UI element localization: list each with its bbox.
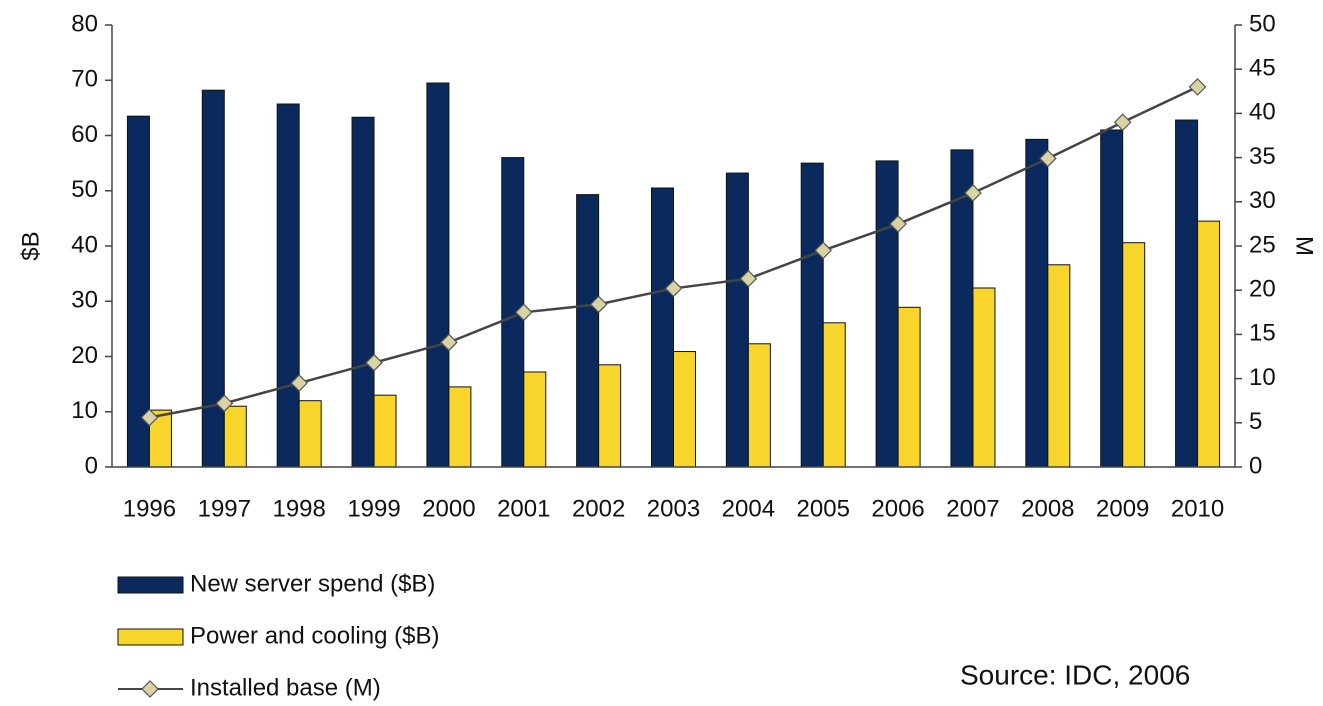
bar (276, 103, 300, 468)
bar (1047, 264, 1071, 468)
bar (822, 322, 846, 468)
x-tick-label: 1999 (347, 495, 400, 522)
y2-tick-label: 30 (1249, 187, 1276, 214)
line-marker (664, 279, 683, 298)
source-note: Source: IDC, 2006 (960, 659, 1190, 690)
line-marker (589, 295, 608, 314)
x-tick-label: 2004 (722, 495, 775, 522)
legend-label: Power and cooling ($B) (190, 622, 439, 649)
x-tick-label: 2009 (1096, 495, 1149, 522)
y2-tick-label: 40 (1249, 99, 1276, 126)
legend-swatch (117, 576, 184, 594)
line-marker (814, 241, 833, 260)
y-tick-label: 20 (71, 342, 98, 369)
bar (576, 194, 600, 468)
x-tick-label: 2007 (946, 495, 999, 522)
x-tick-label: 2006 (871, 495, 924, 522)
y2-tick-label: 50 (1249, 10, 1276, 37)
bar (673, 351, 696, 468)
x-tick-label: 2002 (572, 495, 625, 522)
y2-tick-label: 0 (1249, 452, 1262, 479)
bar (897, 306, 921, 468)
line-marker (215, 394, 234, 413)
line-marker (964, 184, 982, 202)
bar (1175, 119, 1199, 468)
x-tick-label: 2001 (497, 495, 550, 522)
y-tick-label: 0 (85, 452, 98, 479)
bar (223, 405, 247, 468)
legend-swatch (117, 628, 184, 646)
bar (1122, 242, 1146, 468)
bar (747, 343, 771, 468)
bar (201, 89, 225, 468)
y2-tick-label: 45 (1249, 55, 1276, 82)
y2-tick-label: 15 (1249, 320, 1276, 347)
x-tick-label: 2005 (797, 495, 850, 522)
line-marker (365, 353, 383, 372)
bar (972, 287, 996, 468)
bar (523, 371, 547, 468)
y-tick-label: 40 (71, 231, 98, 258)
y-tick-label: 60 (71, 121, 98, 148)
y-tick-label: 30 (71, 287, 98, 314)
line-marker (1188, 78, 1207, 96)
bar (800, 162, 824, 468)
y2-tick-label: 5 (1249, 408, 1262, 435)
line-marker (739, 269, 758, 288)
legend-label: New server spend ($B) (190, 570, 435, 597)
bar (598, 364, 622, 468)
bar (298, 400, 322, 468)
bar (875, 160, 899, 468)
line-marker (1038, 149, 1057, 168)
bar (1025, 138, 1049, 468)
bar (1100, 129, 1124, 468)
y-tick-label: 50 (71, 176, 98, 203)
bar (448, 386, 472, 468)
y2-axis-label: M (1291, 236, 1318, 256)
line-marker (889, 215, 907, 233)
y2-tick-label: 10 (1249, 364, 1276, 391)
legend-marker (141, 680, 159, 698)
x-tick-label: 2010 (1171, 495, 1224, 522)
y2-tick-label: 20 (1249, 276, 1276, 303)
y-tick-label: 70 (71, 66, 98, 93)
line-marker (1113, 113, 1132, 132)
y-tick-label: 80 (71, 10, 98, 37)
x-tick-label: 1998 (272, 495, 325, 522)
line-marker (514, 303, 533, 322)
y-tick-label: 10 (71, 397, 98, 424)
legend-label: Installed base (M) (190, 674, 381, 701)
y2-tick-label: 25 (1249, 231, 1276, 258)
x-tick-label: 2000 (422, 495, 475, 522)
bar (351, 116, 375, 468)
line-marker (140, 408, 159, 427)
bar (651, 187, 674, 468)
x-tick-label: 1997 (198, 495, 251, 522)
y2-tick-label: 35 (1249, 143, 1276, 170)
y-axis-label: $B (17, 231, 44, 260)
line-marker (440, 333, 458, 352)
bar (725, 172, 749, 468)
x-tick-label: 1996 (123, 495, 176, 522)
bar (373, 394, 397, 468)
bar (1197, 220, 1221, 468)
x-tick-label: 2008 (1021, 495, 1074, 522)
line-marker (290, 374, 309, 392)
bar (426, 82, 450, 468)
x-tick-label: 2003 (647, 495, 700, 522)
